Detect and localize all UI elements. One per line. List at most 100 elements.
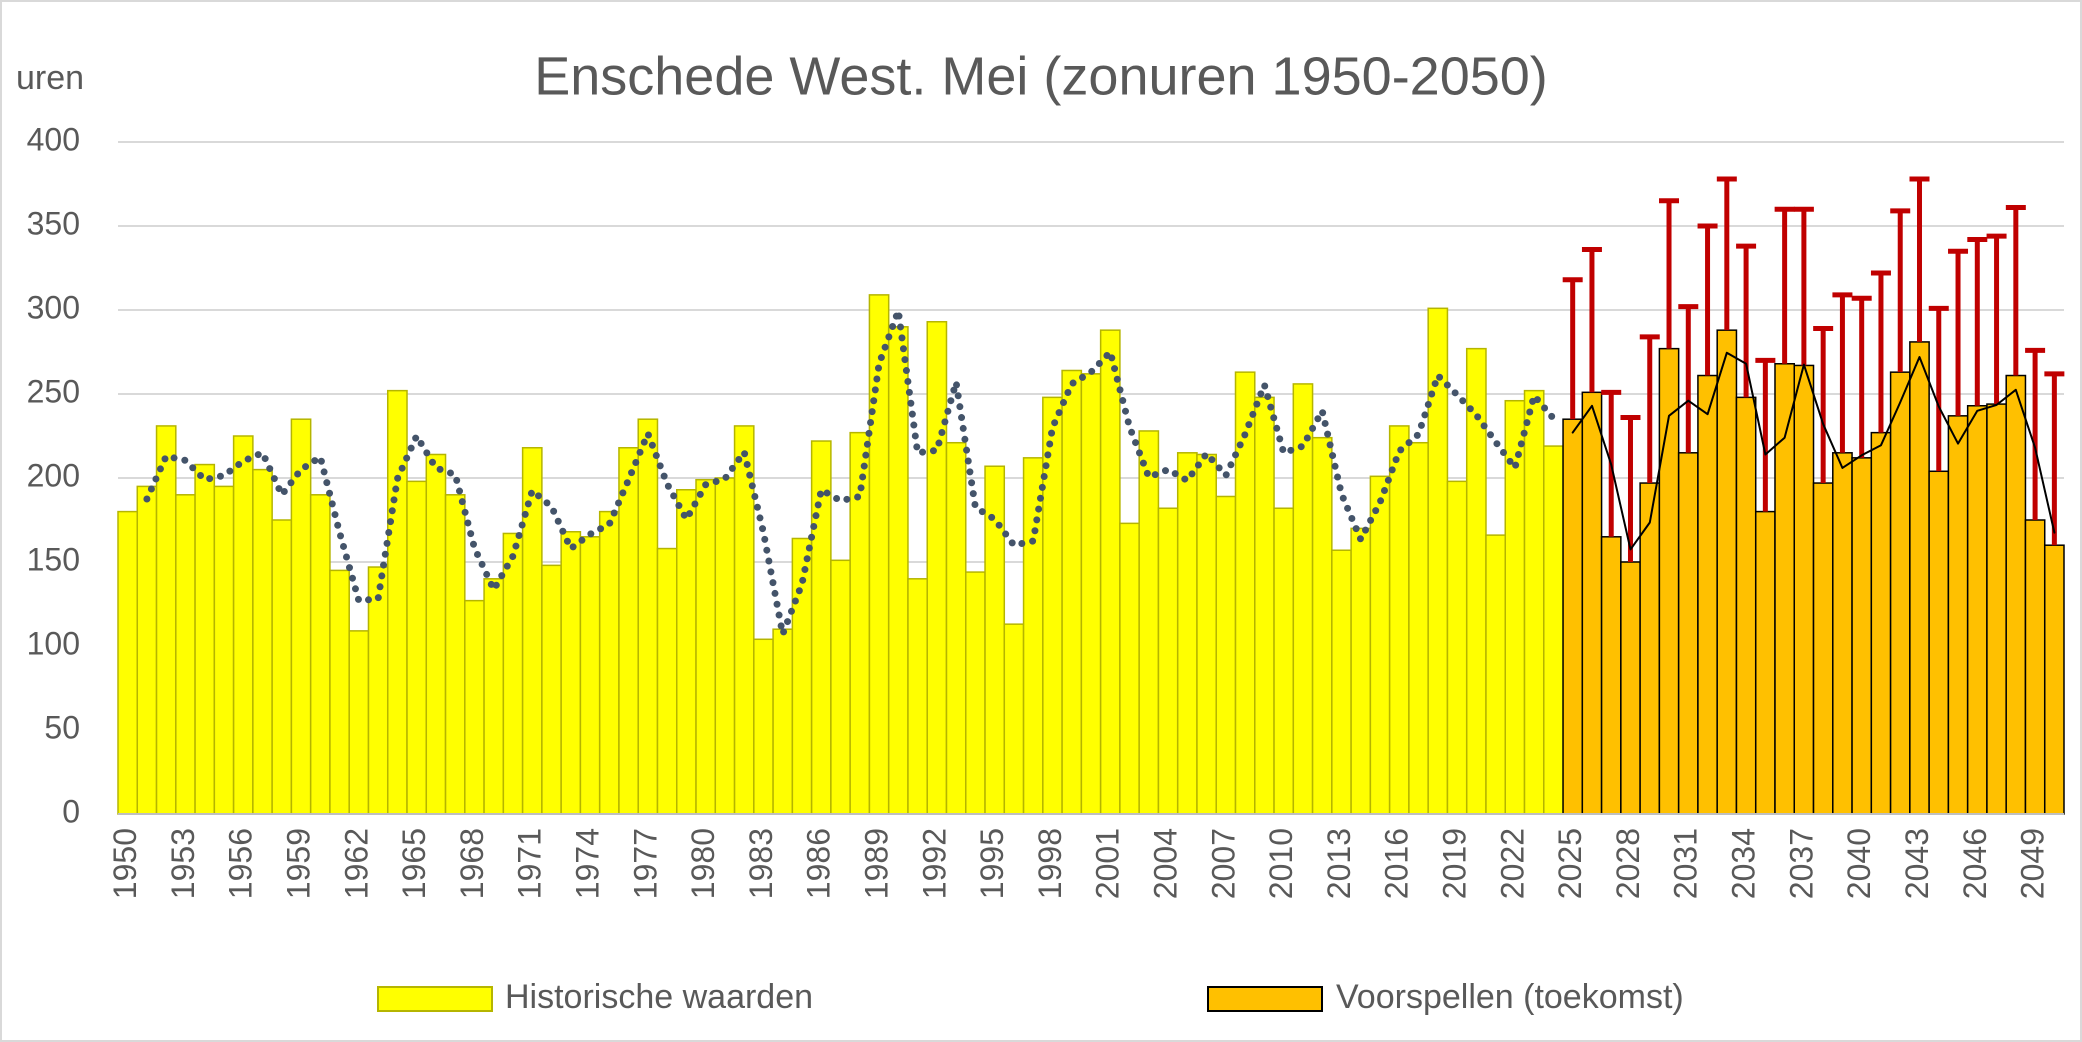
x-tick-label: 2013 [1321,828,1357,899]
x-tick-label: 2007 [1205,828,1241,899]
bar [1677,452,1699,815]
bar [1350,527,1372,815]
bar [1851,457,1873,815]
error-bar [1716,176,1737,331]
error-bar [1986,233,2007,405]
bar [483,578,505,815]
bar [1928,470,1950,815]
bar [1543,445,1564,815]
x-tick-label: 1992 [916,828,952,899]
x-tick-label: 1986 [801,828,837,899]
bar [2024,519,2046,815]
legend-swatch [1207,986,1323,1012]
error-bar [1851,295,1872,458]
x-tick-label: 2016 [1379,828,1415,899]
y-tick-label: 250 [27,373,80,409]
x-tick-label: 1995 [974,828,1010,899]
bar [1523,389,1545,815]
error-bar [1928,305,1949,472]
x-tick-label: 2001 [1090,828,1126,899]
y-tick-label: 150 [27,541,80,577]
x-tick-label: 2034 [1726,828,1762,899]
bar [502,532,524,815]
x-tick-label: 1989 [859,828,895,899]
legend-label: Voorspellen (toekomst) [1336,978,1684,1016]
x-tick-label: 1950 [107,828,143,899]
bar [753,638,774,815]
y-tick-label: 300 [27,289,80,325]
moving-average [143,307,1557,638]
x-tick-label: 1962 [338,828,374,899]
bar [1909,341,1930,815]
bar [464,599,485,815]
x-tick-label: 2043 [1899,828,1935,899]
bar [695,478,717,815]
bar [1735,396,1757,815]
error-bar [1813,325,1834,484]
y-tick-label: 50 [44,709,80,745]
x-tick-label: 2022 [1494,828,1530,899]
bar [1254,396,1275,815]
y-axis-label: uren [16,59,84,97]
bar [1042,396,1063,815]
error-bar [1890,208,1911,373]
x-tick-label: 1998 [1032,828,1068,899]
error-bar [1620,415,1641,562]
bar [1600,536,1622,815]
bar [887,326,909,815]
bar [830,559,851,815]
error-bar [1909,176,1930,342]
error-bar [1967,236,1988,406]
bar [907,578,928,815]
error-bar [1639,334,1660,484]
x-tick-label: 2028 [1610,828,1646,899]
x-tick-label: 2019 [1437,828,1473,899]
bar [714,477,736,815]
error-bar [1755,357,1776,512]
bar [1889,371,1911,815]
bar [232,435,254,815]
bar [213,485,235,815]
bar [598,510,620,815]
bar [1311,436,1333,815]
y-tick-label: 100 [27,625,80,661]
bar [2005,374,2027,815]
bar [348,630,370,815]
bar [1408,441,1429,815]
legend-swatch [377,986,493,1012]
error-bar [2044,371,2065,546]
bar [1562,418,1584,815]
bar [386,389,408,815]
moving-average [1571,351,2056,551]
bar [1099,329,1121,815]
bar [175,494,196,815]
x-tick-label: 1968 [454,828,490,899]
bar [945,441,967,815]
error-bar [1659,198,1680,349]
bar [290,418,312,815]
bar [271,519,293,815]
bar [1581,391,1603,815]
x-tick-label: 2040 [1841,828,1877,899]
x-tick-label: 1977 [627,828,663,899]
bar [1485,534,1506,815]
bar [868,294,890,815]
bar [1138,430,1160,815]
x-tick-label: 2010 [1263,828,1299,899]
x-tick-label: 1971 [512,828,548,899]
error-bar [1562,277,1583,420]
x-tick-label: 1983 [743,828,779,899]
bar [772,628,794,815]
bar [194,463,216,815]
bar [1697,374,1718,815]
bar [1215,495,1237,815]
bar [1003,623,1025,815]
bar [1832,452,1853,815]
bar [541,564,562,815]
bar [926,321,948,815]
error-bar [1774,206,1795,364]
bar [560,531,582,815]
bar [425,453,447,815]
error-bar [1736,243,1757,398]
